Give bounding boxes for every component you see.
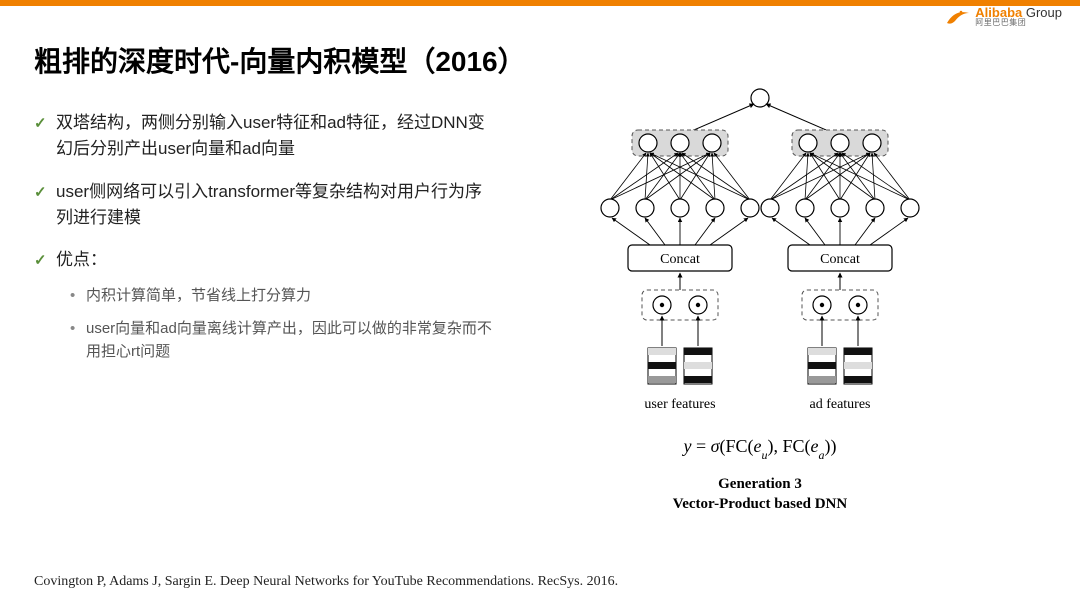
architecture-diagram: Concat Concat user features ad features bbox=[550, 80, 970, 550]
logo-brand-cn: 阿里巴巴集团 bbox=[975, 19, 1062, 27]
slide-title: 粗排的深度时代-向量内积模型（2016） bbox=[34, 40, 526, 80]
citation-text: Covington P, Adams J, Sargin E. Deep Neu… bbox=[34, 574, 618, 590]
caption-line2: Vector-Product based DNN bbox=[673, 496, 848, 512]
caption-line1: Generation 3 bbox=[718, 476, 802, 492]
sub-bullet-item: user向量和ad向量离线计算产出，因此可以做的非常复杂而不用担心rt问题 bbox=[56, 317, 494, 364]
sub-bullet-item: 内积计算简单，节省线上打分算力 bbox=[56, 284, 494, 307]
logo-swoosh-icon bbox=[945, 7, 973, 27]
bullet-item: 双塔结构，两侧分别输入user特征和ad特征，经过DNN变幻后分别产出user向… bbox=[34, 110, 494, 163]
content-area: 双塔结构，两侧分别输入user特征和ad特征，经过DNN变幻后分别产出user向… bbox=[34, 110, 494, 379]
bullet-item: user侧网络可以引入transformer等复杂结构对用户行为序列进行建模 bbox=[34, 179, 494, 232]
alibaba-logo: Alibaba Group 阿里巴巴集团 bbox=[945, 6, 1062, 27]
bullet-list: 双塔结构，两侧分别输入user特征和ad特征，经过DNN变幻后分别产出user向… bbox=[34, 110, 494, 363]
concat-label-left: Concat bbox=[660, 252, 700, 267]
concat-label-right: Concat bbox=[820, 252, 860, 267]
ad-features-label: ad features bbox=[809, 397, 870, 412]
user-feature-bars bbox=[648, 348, 712, 384]
accent-bar bbox=[0, 0, 1080, 6]
formula-text: y = σ(FC(eu), FC(ea)) bbox=[681, 436, 836, 462]
sub-bullet-list: 内积计算简单，节省线上打分算力 user向量和ad向量离线计算产出，因此可以做的… bbox=[56, 284, 494, 364]
user-features-label: user features bbox=[644, 397, 715, 412]
ad-feature-bars bbox=[808, 348, 872, 384]
bullet-item: 优点： 内积计算简单，节省线上打分算力 user向量和ad向量离线计算产出，因此… bbox=[34, 247, 494, 363]
